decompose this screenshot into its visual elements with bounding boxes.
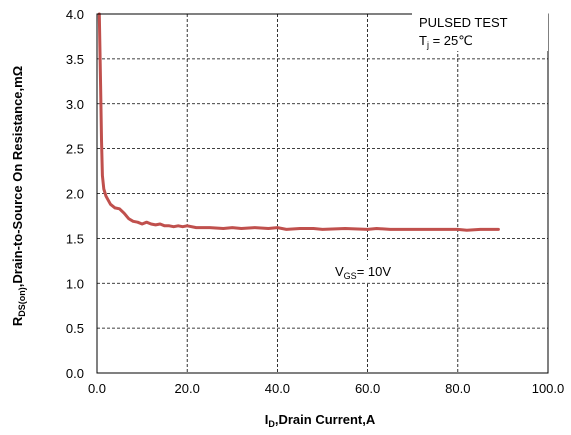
junction-temp-main: T — [419, 33, 427, 48]
y-tick-label: 0.0 — [66, 366, 84, 381]
x-tick-label: 0.0 — [88, 381, 106, 396]
y-tick-label: 1.0 — [66, 276, 84, 291]
y-tick-label: 0.5 — [66, 321, 84, 336]
vgs-sub: GS — [344, 271, 357, 281]
y-axis-title: RDS(on),Drain-to-Source On Resistance,mΩ — [10, 66, 27, 326]
y-tick-label: 1.5 — [66, 231, 84, 246]
y-tick-label: 3.0 — [66, 97, 84, 112]
tick-labels: 0.0 20.0 40.0 60.0 80.0 100.0 0.0 0.5 1.0 1.5 2.0 2… — [66, 7, 564, 396]
y-tick-label: 2.5 — [66, 142, 84, 157]
y-axis-title-sub: DS(on) — [17, 287, 27, 317]
y-axis-title-rest: ,Drain-to-Source On Resistance,mΩ — [10, 66, 25, 287]
pulsed-test-label: PULSED TEST — [419, 15, 508, 30]
vgs-label: VGS= 10V — [335, 264, 391, 281]
x-axis-title-rest: ,Drain Current,A — [275, 412, 376, 427]
junction-temp-rest: = 25℃ — [429, 33, 473, 48]
vgs-rest: = 10V — [357, 264, 392, 279]
y-tick-label: 4.0 — [66, 7, 84, 22]
x-tick-label: 60.0 — [355, 381, 380, 396]
x-tick-label: 40.0 — [265, 381, 290, 396]
x-tick-label: 100.0 — [532, 381, 565, 396]
y-tick-label: 2.0 — [66, 187, 84, 202]
x-tick-label: 80.0 — [445, 381, 470, 396]
x-axis-title: ID,Drain Current,A — [265, 412, 376, 429]
x-tick-label: 20.0 — [175, 381, 200, 396]
grid-lines — [97, 14, 548, 373]
vgs-main: V — [335, 264, 344, 279]
y-tick-label: 3.5 — [66, 52, 84, 67]
